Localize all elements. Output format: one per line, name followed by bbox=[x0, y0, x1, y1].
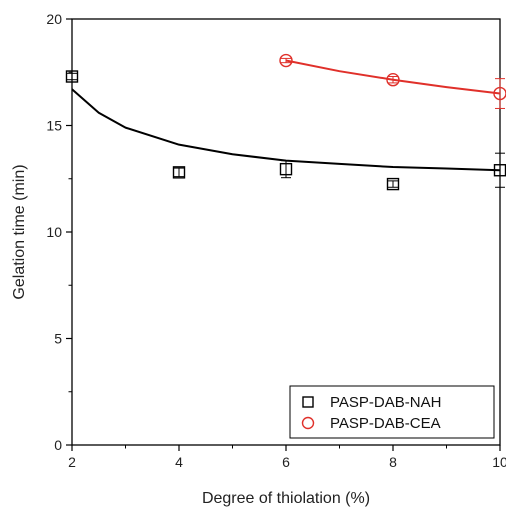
legend-label: PASP-DAB-CEA bbox=[330, 415, 441, 432]
plot-frame bbox=[71, 18, 501, 446]
x-tick-label: 2 bbox=[68, 454, 76, 470]
legend: PASP-DAB-NAH PASP-DAB-CEA bbox=[289, 385, 495, 439]
data-point-square bbox=[386, 177, 400, 191]
y-tick-label: 15 bbox=[46, 118, 62, 134]
data-point-circle bbox=[386, 73, 400, 87]
y-tick-label: 20 bbox=[46, 11, 62, 27]
legend-marker-square bbox=[302, 396, 314, 408]
data-point-square bbox=[172, 166, 186, 179]
data-point-square bbox=[279, 162, 293, 176]
legend-box bbox=[289, 385, 495, 439]
x-tick-label: 6 bbox=[282, 454, 290, 470]
fit-curve-0 bbox=[71, 88, 501, 172]
fit-curves bbox=[71, 59, 501, 172]
legend-marker-circle bbox=[301, 416, 315, 430]
legend-label: PASP-DAB-NAH bbox=[330, 394, 441, 411]
data-point-square bbox=[65, 70, 79, 83]
y-tick-label: 5 bbox=[54, 331, 62, 347]
plot-axes bbox=[71, 18, 501, 446]
x-tick-label: 4 bbox=[175, 454, 183, 470]
y-tick-label: 0 bbox=[54, 437, 62, 453]
y-axis-title: Gelation time (min) bbox=[11, 164, 28, 299]
x-axis-title: Degree of thiolation (%) bbox=[202, 490, 370, 507]
y-tick-label: 10 bbox=[46, 224, 62, 240]
data-point-circle bbox=[279, 53, 293, 68]
data-point-circle bbox=[493, 86, 506, 101]
data-marks bbox=[65, 53, 506, 191]
axis-ticks: 2 4 6 8 10 0 5 10 15 20 bbox=[46, 11, 506, 470]
x-tick-label: 10 bbox=[492, 454, 506, 470]
x-tick-label: 8 bbox=[389, 454, 397, 470]
